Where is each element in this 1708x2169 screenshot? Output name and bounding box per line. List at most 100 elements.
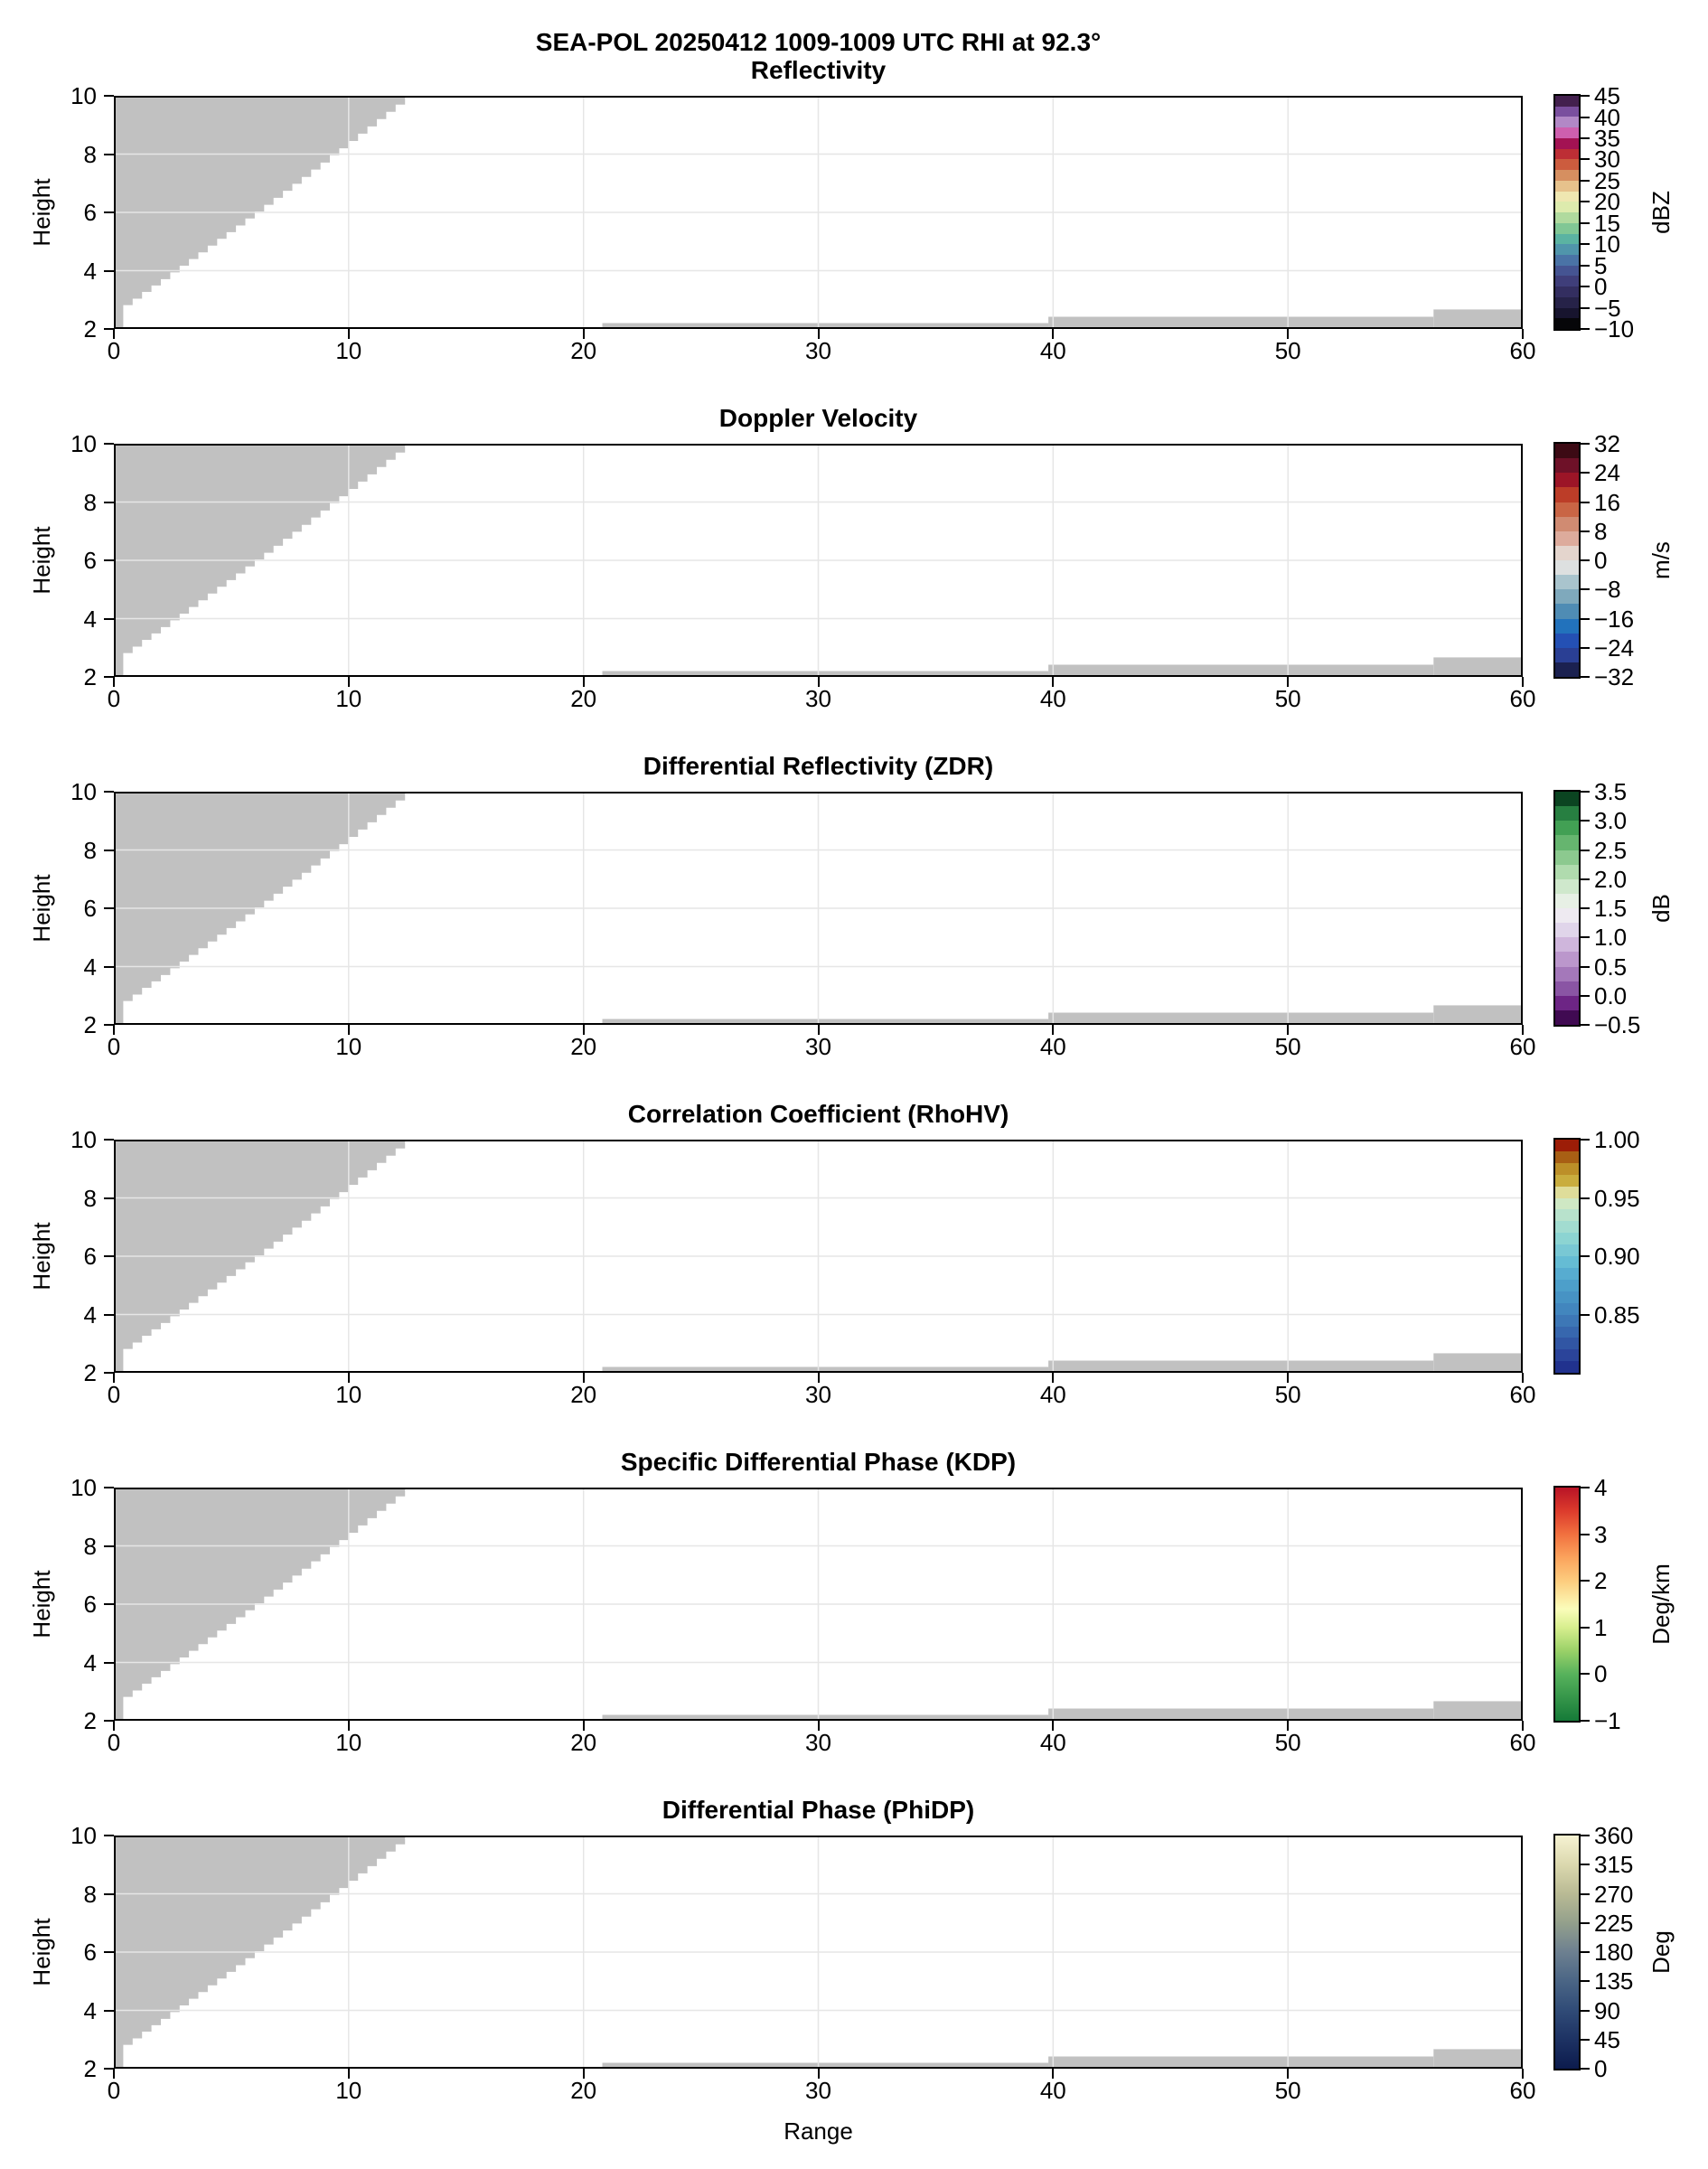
colorbar-segment [1555,1174,1579,1187]
colorbar-tick-label: 5 [1594,251,1608,279]
colorbar-tick [1581,646,1590,649]
colorbar-tick-label: 35 [1594,124,1620,152]
colorbar-tick-label: 3.5 [1594,778,1628,805]
x-tick [817,1721,820,1731]
y-tick-label: 8 [83,836,97,864]
colorbar-segment [1555,1009,1579,1025]
x-tick-label: 40 [1039,337,1066,364]
y-tick-label: 2 [83,1707,97,1734]
colorbar-segment [1555,1361,1579,1374]
colorbar-segment [1555,202,1579,213]
colorbar-tick [1581,849,1590,851]
y-tick [104,1487,114,1488]
x-tick [113,329,115,339]
x-axis-label: Range [784,2117,853,2145]
panel-title: Correlation Coefficient (RhoHV) [627,1100,1009,1128]
x-tick-label: 50 [1274,685,1301,712]
colorbar-tick [1581,936,1590,939]
x-tick [817,1025,820,1035]
y-tick-label: 4 [83,1996,97,2024]
colorbar-tick-label: 3.0 [1594,807,1628,835]
colorbar-tick [1581,501,1590,503]
rhi-plot-svg [114,1488,1523,1721]
x-tick [1052,2069,1055,2079]
y-tick [104,1024,114,1026]
y-tick-label: 4 [83,953,97,981]
y-tick [104,1892,114,1895]
colorbar-tick [1581,1533,1590,1535]
y-tick [104,617,114,620]
x-tick [817,329,820,339]
y-tick [104,501,114,503]
no-data-strip [1433,2049,1523,2069]
x-tick-label: 20 [570,337,597,364]
y-tick-label: 2 [83,1359,97,1386]
x-tick-label: 50 [1274,1381,1301,1408]
colorbar-tick-label: 15 [1594,209,1620,237]
colorbar-segment [1555,1302,1579,1315]
x-tick-label: 60 [1509,685,1536,712]
colorbar-fill [1555,1140,1579,1374]
no-data-strip [1433,309,1523,329]
colorbar-segment [1555,575,1579,590]
x-tick-label: 20 [570,1033,597,1060]
plot-spines [114,792,1523,1025]
x-tick [1522,1373,1524,1383]
colorbar-segment [1555,966,1579,981]
y-tick [104,1313,114,1316]
colorbar-tick [1581,994,1590,997]
colorbar-tick-label: 0 [1594,2055,1608,2082]
x-tick [113,1721,115,1731]
x-tick [1287,677,1290,687]
x-tick [582,1721,585,1731]
colorbar-segment [1555,531,1579,546]
colorbar-tick [1581,1980,1590,1983]
colorbar-tick [1581,221,1590,224]
colorbar [1553,1486,1581,1723]
colorbar-segment [1555,222,1579,234]
colorbar-segment [1555,1209,1579,1222]
figure-suptitle: SEA-POL 20250412 1009-1009 UTC RHI at 92… [535,28,1102,56]
y-tick [104,849,114,851]
y-tick [104,211,114,213]
colorbar-tick-label: 25 [1594,166,1620,194]
colorbar-tick [1581,472,1590,474]
colorbar-segment [1555,560,1579,576]
colorbar-segment [1555,117,1579,128]
no-data-strip [1433,1005,1523,1025]
x-tick-label: 20 [570,685,597,712]
colorbar-tick [1581,1313,1590,1316]
x-tick [1052,329,1055,339]
x-tick-label: 10 [335,1729,362,1756]
x-tick-label: 40 [1039,1729,1066,1756]
colorbar-tick [1581,1892,1590,1895]
x-tick [1052,1373,1055,1383]
y-tick-label: 4 [83,605,97,633]
no-data-strip [1048,2056,1434,2069]
y-tick [104,1197,114,1199]
y-tick-label: 10 [70,430,97,457]
plot-area [114,96,1523,329]
colorbar-fill [1555,96,1579,330]
plot-spines [114,1488,1523,1721]
colorbar-segment [1555,1326,1579,1338]
colorbar-tick [1581,965,1590,968]
colorbar-tick [1581,1626,1590,1629]
x-tick-label: 60 [1509,1381,1536,1408]
y-tick [104,1720,114,1722]
no-data-strip [1048,1708,1434,1721]
y-tick-label: 2 [83,2055,97,2082]
x-tick-label: 30 [805,1729,831,1756]
y-tick-label: 6 [83,1939,97,1966]
colorbar-segment [1555,923,1579,938]
x-tick [1522,1721,1524,1731]
colorbar-segment [1555,545,1579,560]
colorbar-tick-label: 32 [1594,430,1620,457]
colorbar-segment [1555,191,1579,202]
colorbar-tick-label: −1 [1594,1707,1621,1734]
plot-spines [114,96,1523,329]
x-tick-label: 60 [1509,1729,1536,1756]
x-tick [1287,329,1290,339]
colorbar-segment [1555,878,1579,894]
y-tick [104,1255,114,1257]
